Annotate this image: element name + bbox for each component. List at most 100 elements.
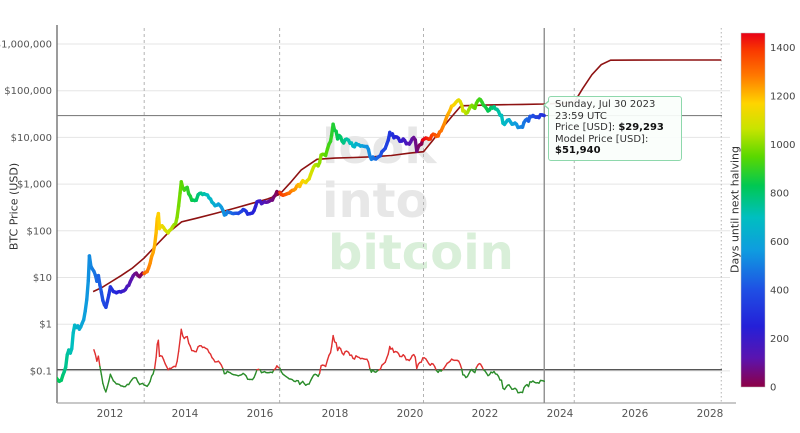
divergence-segment xyxy=(186,335,190,345)
x-tick-label: 2024 xyxy=(547,408,574,420)
y-tick-label: $1 xyxy=(39,320,52,331)
price-segment xyxy=(85,278,91,302)
watermark-text: bitcoin xyxy=(328,225,514,281)
x-tick-label: 2012 xyxy=(97,408,124,420)
tooltip-date: Sunday, Jul 30 2023 23:59 UTC xyxy=(555,99,656,122)
tooltip-price-label: Price [USD]: xyxy=(555,122,616,133)
price-line xyxy=(57,97,546,383)
divergence-segment xyxy=(384,357,388,363)
divergence-segment xyxy=(329,345,333,354)
divergence-segment xyxy=(379,364,383,370)
divergence-segment xyxy=(500,379,504,389)
colorbar-tick-label: 600 xyxy=(770,237,789,248)
divergence-segment xyxy=(189,345,193,352)
hover-tooltip: Sunday, Jul 30 2023 23:59 UTC Price [USD… xyxy=(543,96,682,161)
y-tick-label: $100 xyxy=(27,226,52,237)
y-tick-labels: $1,000,000 $100,000 $10,000 $1,000 $100 $10 $1… xyxy=(0,40,52,378)
colorbar-tick-label: 800 xyxy=(770,189,789,200)
price-segment xyxy=(176,191,182,208)
divergence-segment xyxy=(391,347,395,354)
price-segment xyxy=(154,217,159,235)
divergence-segment xyxy=(106,380,110,388)
colorbar-tick-labels: 0 200 400 600 800 1000 1200 1400 xyxy=(770,43,795,393)
divergence-segment xyxy=(318,364,322,375)
divergence-segment xyxy=(93,349,97,356)
y-tick-label: $0.1 xyxy=(30,366,52,377)
divergence-segment xyxy=(332,334,336,343)
x-tick-label: 2018 xyxy=(322,408,349,420)
divergence-segment xyxy=(153,356,157,370)
divergence-segment xyxy=(177,338,181,353)
x-tick-label: 2014 xyxy=(172,408,199,420)
price-segment xyxy=(57,376,59,381)
divergence-segment xyxy=(149,375,153,383)
divergence-segment xyxy=(100,373,104,385)
divergence-segment xyxy=(105,386,109,393)
plot-hover-area[interactable] xyxy=(57,28,730,403)
halving-lines xyxy=(143,28,722,403)
price-segment xyxy=(70,331,75,351)
tooltip-price-value: $29,293 xyxy=(618,122,664,133)
x-tick-label: 2026 xyxy=(622,408,649,420)
divergence-segment xyxy=(102,382,106,390)
x-tick-label: 2022 xyxy=(472,408,499,420)
divergence-segment xyxy=(222,367,226,375)
divergence-segment xyxy=(474,366,478,374)
colorbar-title: Days until next halving xyxy=(728,146,742,273)
divergence-segment xyxy=(367,361,371,370)
divergence-line xyxy=(93,328,545,394)
y-tick-label: $10 xyxy=(33,273,52,284)
colorbar-tick-label: 400 xyxy=(770,286,789,297)
divergence-segment xyxy=(97,355,101,368)
price-segment xyxy=(87,254,93,268)
divergence-segment xyxy=(162,359,166,365)
divergence-segment xyxy=(386,353,389,359)
colorbar-tick-label: 1000 xyxy=(770,140,795,151)
divergence-segment xyxy=(521,387,525,394)
tooltip-arrow-icon xyxy=(543,100,550,110)
divergence-segment xyxy=(416,363,419,370)
colorbar-tick-label: 1400 xyxy=(770,43,795,54)
divergence-segment xyxy=(527,381,531,388)
tooltip-model-label: Model Price [USD]: xyxy=(555,133,649,145)
y-tick-label: $100,000 xyxy=(4,86,52,97)
divergence-segment xyxy=(180,328,184,337)
price-segment xyxy=(175,204,181,219)
divergence-segment xyxy=(174,360,178,368)
divergence-segment xyxy=(155,343,158,358)
y-tick-label: $1,000,000 xyxy=(0,40,52,51)
divergence-segment xyxy=(176,350,180,362)
y-tick-label: $10,000 xyxy=(11,133,52,144)
x-tick-labels: 2012 2014 2016 2018 2020 2022 2024 2026 2028 xyxy=(97,408,724,420)
colorbar-tick-label: 200 xyxy=(770,334,789,345)
watermark-text: into xyxy=(322,173,429,229)
x-tick-label: 2020 xyxy=(397,408,424,420)
divergence-segment xyxy=(254,369,258,375)
divergence-segment xyxy=(459,363,463,370)
watermark: lookintobitcoin xyxy=(322,119,514,281)
divergence-segment xyxy=(339,348,343,354)
price-segment xyxy=(63,353,69,369)
divergence-segment xyxy=(335,342,339,352)
colorbar xyxy=(740,32,766,388)
x-tick-label: 2016 xyxy=(247,408,274,420)
colorbar-tick-label: 0 xyxy=(770,383,776,394)
colorbar-tick-label: 1200 xyxy=(770,92,795,103)
divergence-segment xyxy=(387,345,391,355)
price-segment xyxy=(83,297,89,313)
divergence-segment xyxy=(157,339,161,358)
tooltip-model-value: $51,940 xyxy=(555,145,601,156)
divergence-segment xyxy=(152,367,156,375)
y-tick-label: $1,000 xyxy=(17,180,52,191)
y-axis-title: BTC Price (USD) xyxy=(7,162,21,251)
divergence-segment xyxy=(324,359,329,368)
divergence-segment xyxy=(414,356,418,370)
divergence-segment xyxy=(461,368,464,376)
divergence-segment xyxy=(99,365,103,376)
divergence-segment xyxy=(195,345,199,353)
tooltip-price-row: Price [USD]: $29,293 xyxy=(555,122,675,134)
divergence-segment xyxy=(420,357,424,363)
tooltip-model-row: Model Price [USD]: $51,940 xyxy=(555,134,675,157)
